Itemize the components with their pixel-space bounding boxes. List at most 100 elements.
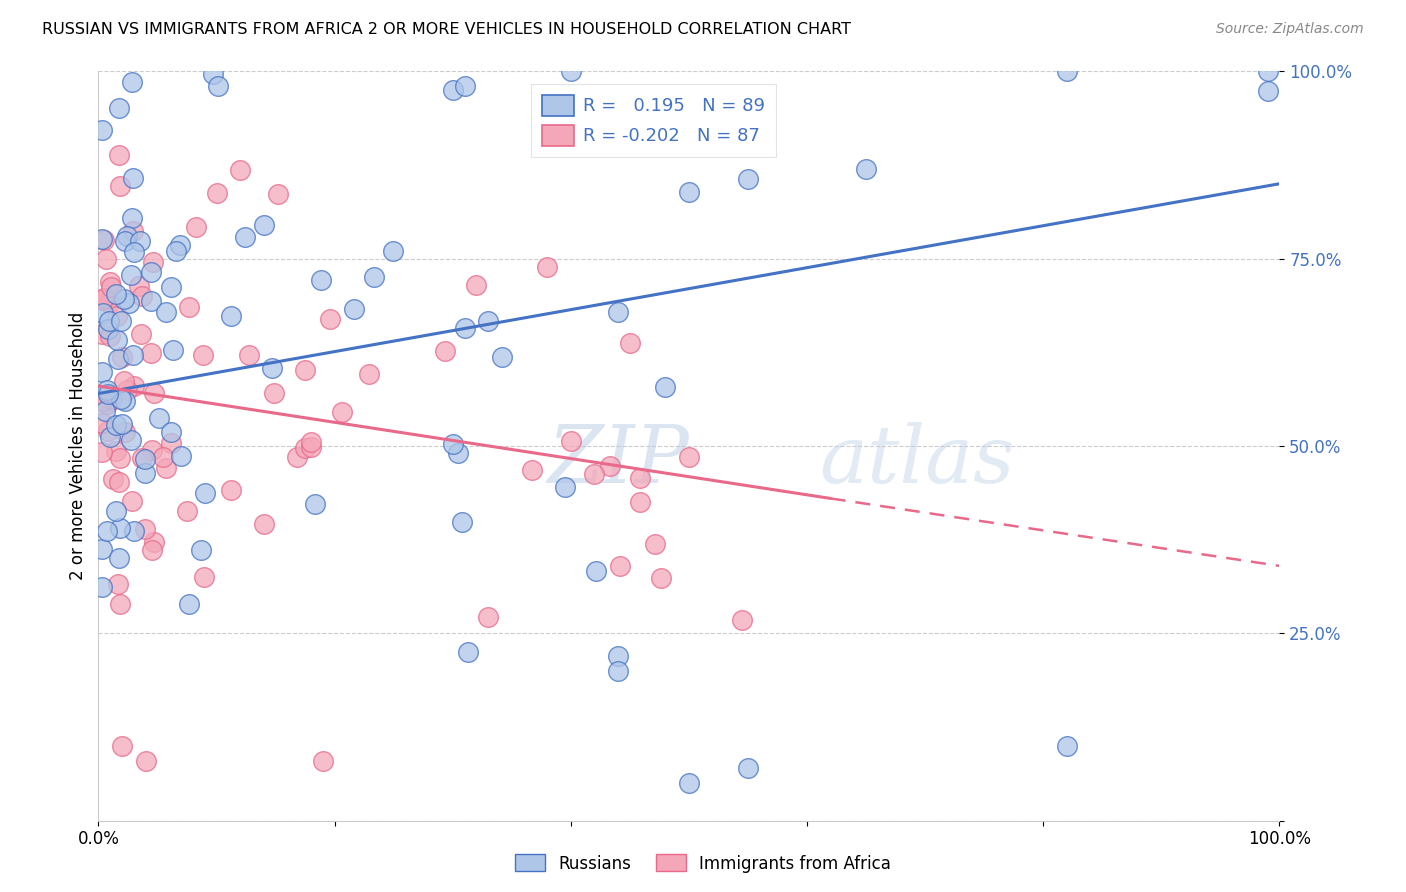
Point bbox=[165, 244, 187, 258]
Point bbox=[654, 380, 676, 394]
Point bbox=[193, 570, 215, 584]
Point bbox=[678, 185, 700, 199]
Point bbox=[108, 550, 131, 565]
Point bbox=[122, 171, 145, 186]
Point bbox=[98, 296, 121, 310]
Point bbox=[105, 287, 128, 301]
Point bbox=[644, 536, 666, 550]
Point bbox=[141, 443, 163, 458]
Point bbox=[108, 179, 131, 194]
Point bbox=[184, 219, 207, 234]
Point bbox=[607, 664, 630, 678]
Point bbox=[262, 361, 284, 376]
Point bbox=[91, 232, 114, 246]
Point bbox=[312, 754, 335, 768]
Point bbox=[299, 440, 322, 454]
Point bbox=[191, 348, 214, 362]
Point bbox=[91, 327, 114, 342]
Legend: R =   0.195   N = 89, R = -0.202   N = 87: R = 0.195 N = 89, R = -0.202 N = 87 bbox=[531, 84, 776, 156]
Point bbox=[253, 517, 276, 532]
Point bbox=[121, 75, 143, 89]
Point bbox=[107, 352, 129, 367]
Point bbox=[129, 234, 152, 248]
Point bbox=[177, 598, 200, 612]
Point bbox=[159, 280, 181, 294]
Point bbox=[536, 260, 558, 275]
Point bbox=[238, 348, 260, 362]
Point bbox=[139, 293, 162, 308]
Point bbox=[294, 441, 316, 455]
Point bbox=[91, 416, 114, 430]
Point bbox=[114, 393, 136, 408]
Point bbox=[121, 224, 143, 238]
Point bbox=[98, 329, 121, 343]
Point bbox=[1056, 64, 1078, 78]
Point bbox=[169, 237, 191, 252]
Point bbox=[1257, 84, 1279, 98]
Point bbox=[465, 277, 488, 292]
Point bbox=[359, 368, 381, 382]
Point bbox=[122, 244, 145, 259]
Point bbox=[91, 394, 114, 409]
Point bbox=[104, 503, 127, 517]
Point bbox=[678, 450, 700, 464]
Point bbox=[737, 761, 759, 775]
Point bbox=[202, 67, 225, 81]
Point bbox=[135, 754, 157, 768]
Point bbox=[451, 515, 474, 529]
Legend: Russians, Immigrants from Africa: Russians, Immigrants from Africa bbox=[508, 847, 898, 880]
Point bbox=[108, 148, 131, 162]
Point bbox=[121, 211, 143, 225]
Point bbox=[114, 374, 136, 388]
Point bbox=[583, 467, 606, 481]
Point bbox=[91, 541, 114, 556]
Point bbox=[114, 235, 136, 249]
Point bbox=[457, 645, 479, 659]
Point bbox=[122, 348, 145, 362]
Point bbox=[107, 577, 129, 591]
Point bbox=[441, 83, 464, 97]
Point bbox=[678, 776, 700, 790]
Point bbox=[93, 233, 115, 247]
Point bbox=[111, 351, 134, 365]
Point bbox=[117, 383, 139, 397]
Point bbox=[155, 460, 177, 475]
Point bbox=[110, 314, 132, 328]
Point bbox=[93, 291, 115, 305]
Point bbox=[855, 161, 877, 176]
Point bbox=[100, 280, 122, 294]
Point bbox=[267, 187, 290, 202]
Point bbox=[205, 186, 228, 201]
Point bbox=[120, 268, 142, 282]
Point bbox=[235, 229, 257, 244]
Point bbox=[97, 424, 120, 438]
Point bbox=[179, 300, 201, 314]
Point bbox=[477, 314, 499, 328]
Point bbox=[1056, 739, 1078, 753]
Point bbox=[107, 475, 129, 490]
Point bbox=[142, 255, 165, 269]
Point bbox=[94, 404, 117, 418]
Point bbox=[97, 322, 120, 336]
Point bbox=[609, 559, 631, 574]
Point bbox=[176, 504, 198, 518]
Point bbox=[155, 304, 177, 318]
Point bbox=[319, 312, 342, 326]
Point bbox=[105, 417, 128, 432]
Point bbox=[120, 433, 142, 447]
Point bbox=[129, 327, 152, 342]
Point bbox=[253, 219, 276, 233]
Point bbox=[91, 445, 114, 459]
Point bbox=[650, 571, 672, 585]
Point bbox=[100, 393, 122, 408]
Point bbox=[134, 451, 156, 466]
Point bbox=[114, 425, 136, 439]
Point bbox=[110, 451, 132, 466]
Point bbox=[229, 162, 252, 177]
Point bbox=[105, 310, 128, 324]
Point bbox=[97, 387, 120, 401]
Point bbox=[294, 363, 316, 377]
Point bbox=[263, 386, 285, 401]
Point bbox=[91, 580, 114, 594]
Point bbox=[91, 365, 114, 379]
